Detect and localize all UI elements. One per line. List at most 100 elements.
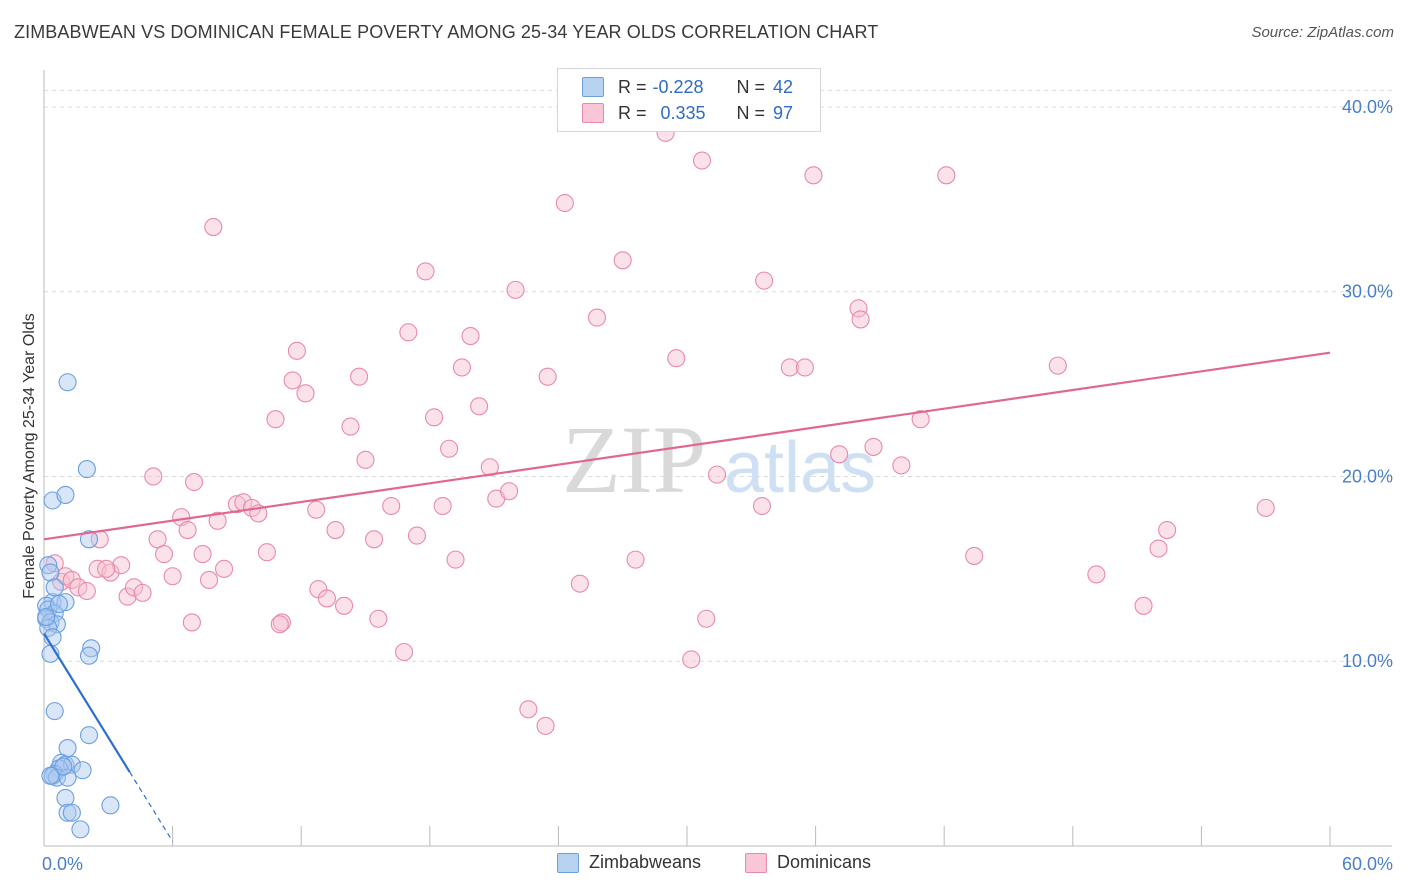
data-point-dominican <box>199 570 219 589</box>
data-point-dominican <box>395 642 414 662</box>
bottom-legend-dominican: Dominicans <box>745 852 871 873</box>
legend-swatch-zimbabwe <box>582 77 604 97</box>
data-point-zimbabwean <box>39 556 58 575</box>
data-point-dominican <box>266 410 285 429</box>
data-point-dominican <box>214 559 234 578</box>
legend-n-value: 42 <box>773 76 794 97</box>
data-point-dominican <box>752 496 772 516</box>
data-point-dominican <box>163 567 182 586</box>
data-point-dominican <box>804 166 823 185</box>
data-point-zimbabwean <box>58 373 77 392</box>
y-tick-label: 10.0% <box>1342 651 1393 671</box>
data-point-dominican <box>350 367 369 386</box>
bottom-legend-swatch-dominican <box>745 852 767 873</box>
y-tick-label: 20.0% <box>1342 466 1393 486</box>
data-point-dominican <box>283 371 302 390</box>
data-point-zimbabwean <box>49 594 69 614</box>
data-point-dominican <box>1134 596 1153 615</box>
correlation-legend: R = -0.228 N = 42 R = 0.335 N = 97 <box>557 68 821 132</box>
gridlines <box>44 89 1392 662</box>
data-point-dominican <box>369 609 388 628</box>
data-point-dominican <box>667 349 686 368</box>
data-point-dominican <box>382 496 401 516</box>
data-point-dominican <box>780 358 799 377</box>
data-point-dominican <box>45 554 64 573</box>
data-point-zimbabwean <box>77 460 96 479</box>
data-point-dominican <box>341 417 360 436</box>
data-point-dominican <box>77 581 96 601</box>
data-point-dominican <box>365 530 384 549</box>
data-point-dominican <box>500 482 519 501</box>
dominican-points <box>45 123 1275 735</box>
zimbabwean-points <box>37 373 120 839</box>
data-point-dominican <box>307 500 326 519</box>
data-point-dominican <box>204 217 223 237</box>
data-point-dominican <box>1087 565 1106 584</box>
watermark-zip: ZIP <box>562 406 706 513</box>
bottom-legend-swatch-zimbabwe <box>557 852 579 873</box>
data-point-zimbabwean <box>58 803 77 822</box>
data-point-dominican <box>184 472 204 492</box>
data-point-zimbabwean <box>41 563 60 582</box>
y-tick-label: 40.0% <box>1342 97 1393 117</box>
trend-line-dominican <box>43 351 1331 541</box>
data-point-dominican <box>613 251 632 270</box>
trend-line-zimbabwean-extension <box>129 771 174 842</box>
trend-line-zimbabwean <box>43 632 131 773</box>
data-point-zimbabwean <box>39 618 58 638</box>
data-point-zimbabwean <box>71 820 90 839</box>
data-point-zimbabwean <box>56 485 75 505</box>
data-point-dominican <box>296 384 315 403</box>
data-point-dominican <box>1158 521 1177 540</box>
data-point-dominican <box>519 700 538 719</box>
data-point-dominican <box>849 299 868 318</box>
data-point-dominican <box>124 578 144 597</box>
data-point-dominican <box>356 450 375 469</box>
data-point-dominican <box>830 445 849 464</box>
data-point-dominican <box>440 439 459 458</box>
data-point-dominican <box>118 587 137 606</box>
data-point-dominican <box>62 570 81 589</box>
chart-title: ZIMBABWEAN VS DOMINICAN FEMALE POVERTY A… <box>14 22 879 42</box>
data-point-zimbabwean <box>79 726 99 745</box>
data-point-dominican <box>433 496 452 516</box>
watermark-atlas: atlas <box>724 428 876 508</box>
data-point-zimbabwean <box>45 578 64 597</box>
legend-r-label: R = <box>618 76 647 97</box>
data-point-dominican <box>755 271 774 290</box>
legend-swatch-dominican <box>582 103 604 123</box>
data-point-dominican <box>452 358 472 377</box>
data-point-dominican <box>407 526 426 545</box>
tick-labels: 10.0% 20.0% 30.0% 40.0% 0.0% 60.0% <box>42 97 1393 874</box>
trend-lines <box>43 351 1331 842</box>
data-point-dominican <box>399 323 418 342</box>
data-point-dominican <box>178 521 197 540</box>
data-point-dominican <box>864 437 883 456</box>
legend-n-label: N = <box>736 102 766 123</box>
data-point-dominican <box>144 467 163 486</box>
legend-r-value: -0.228 <box>652 76 704 97</box>
data-point-dominican <box>506 280 525 299</box>
data-point-zimbabwean <box>45 702 64 721</box>
bottom-legend-label-dominican: Dominicans <box>777 852 872 872</box>
data-point-zimbabwean <box>73 761 92 780</box>
data-point-zimbabwean <box>101 796 120 815</box>
data-point-dominican <box>317 589 336 608</box>
data-point-dominican <box>570 574 589 593</box>
data-point-dominican <box>707 465 727 484</box>
legend-n-label: N = <box>736 76 766 97</box>
data-point-zimbabwean <box>62 803 81 822</box>
data-point-dominican <box>470 397 489 416</box>
bottom-legend-zimbabwe: Zimbabweans <box>557 852 701 873</box>
data-point-dominican <box>536 716 555 735</box>
data-point-dominican <box>965 546 984 565</box>
data-point-dominican <box>626 550 645 569</box>
data-point-zimbabwean <box>56 593 75 612</box>
legend-row-dominican: R = 0.335 N = 97 <box>582 100 793 126</box>
data-point-dominican <box>193 545 212 564</box>
data-point-zimbabwean <box>79 646 99 665</box>
data-point-dominican <box>587 308 607 327</box>
data-point-zimbabwean <box>41 766 60 785</box>
data-point-dominican <box>287 341 306 360</box>
y-tick-label: 30.0% <box>1342 282 1393 302</box>
